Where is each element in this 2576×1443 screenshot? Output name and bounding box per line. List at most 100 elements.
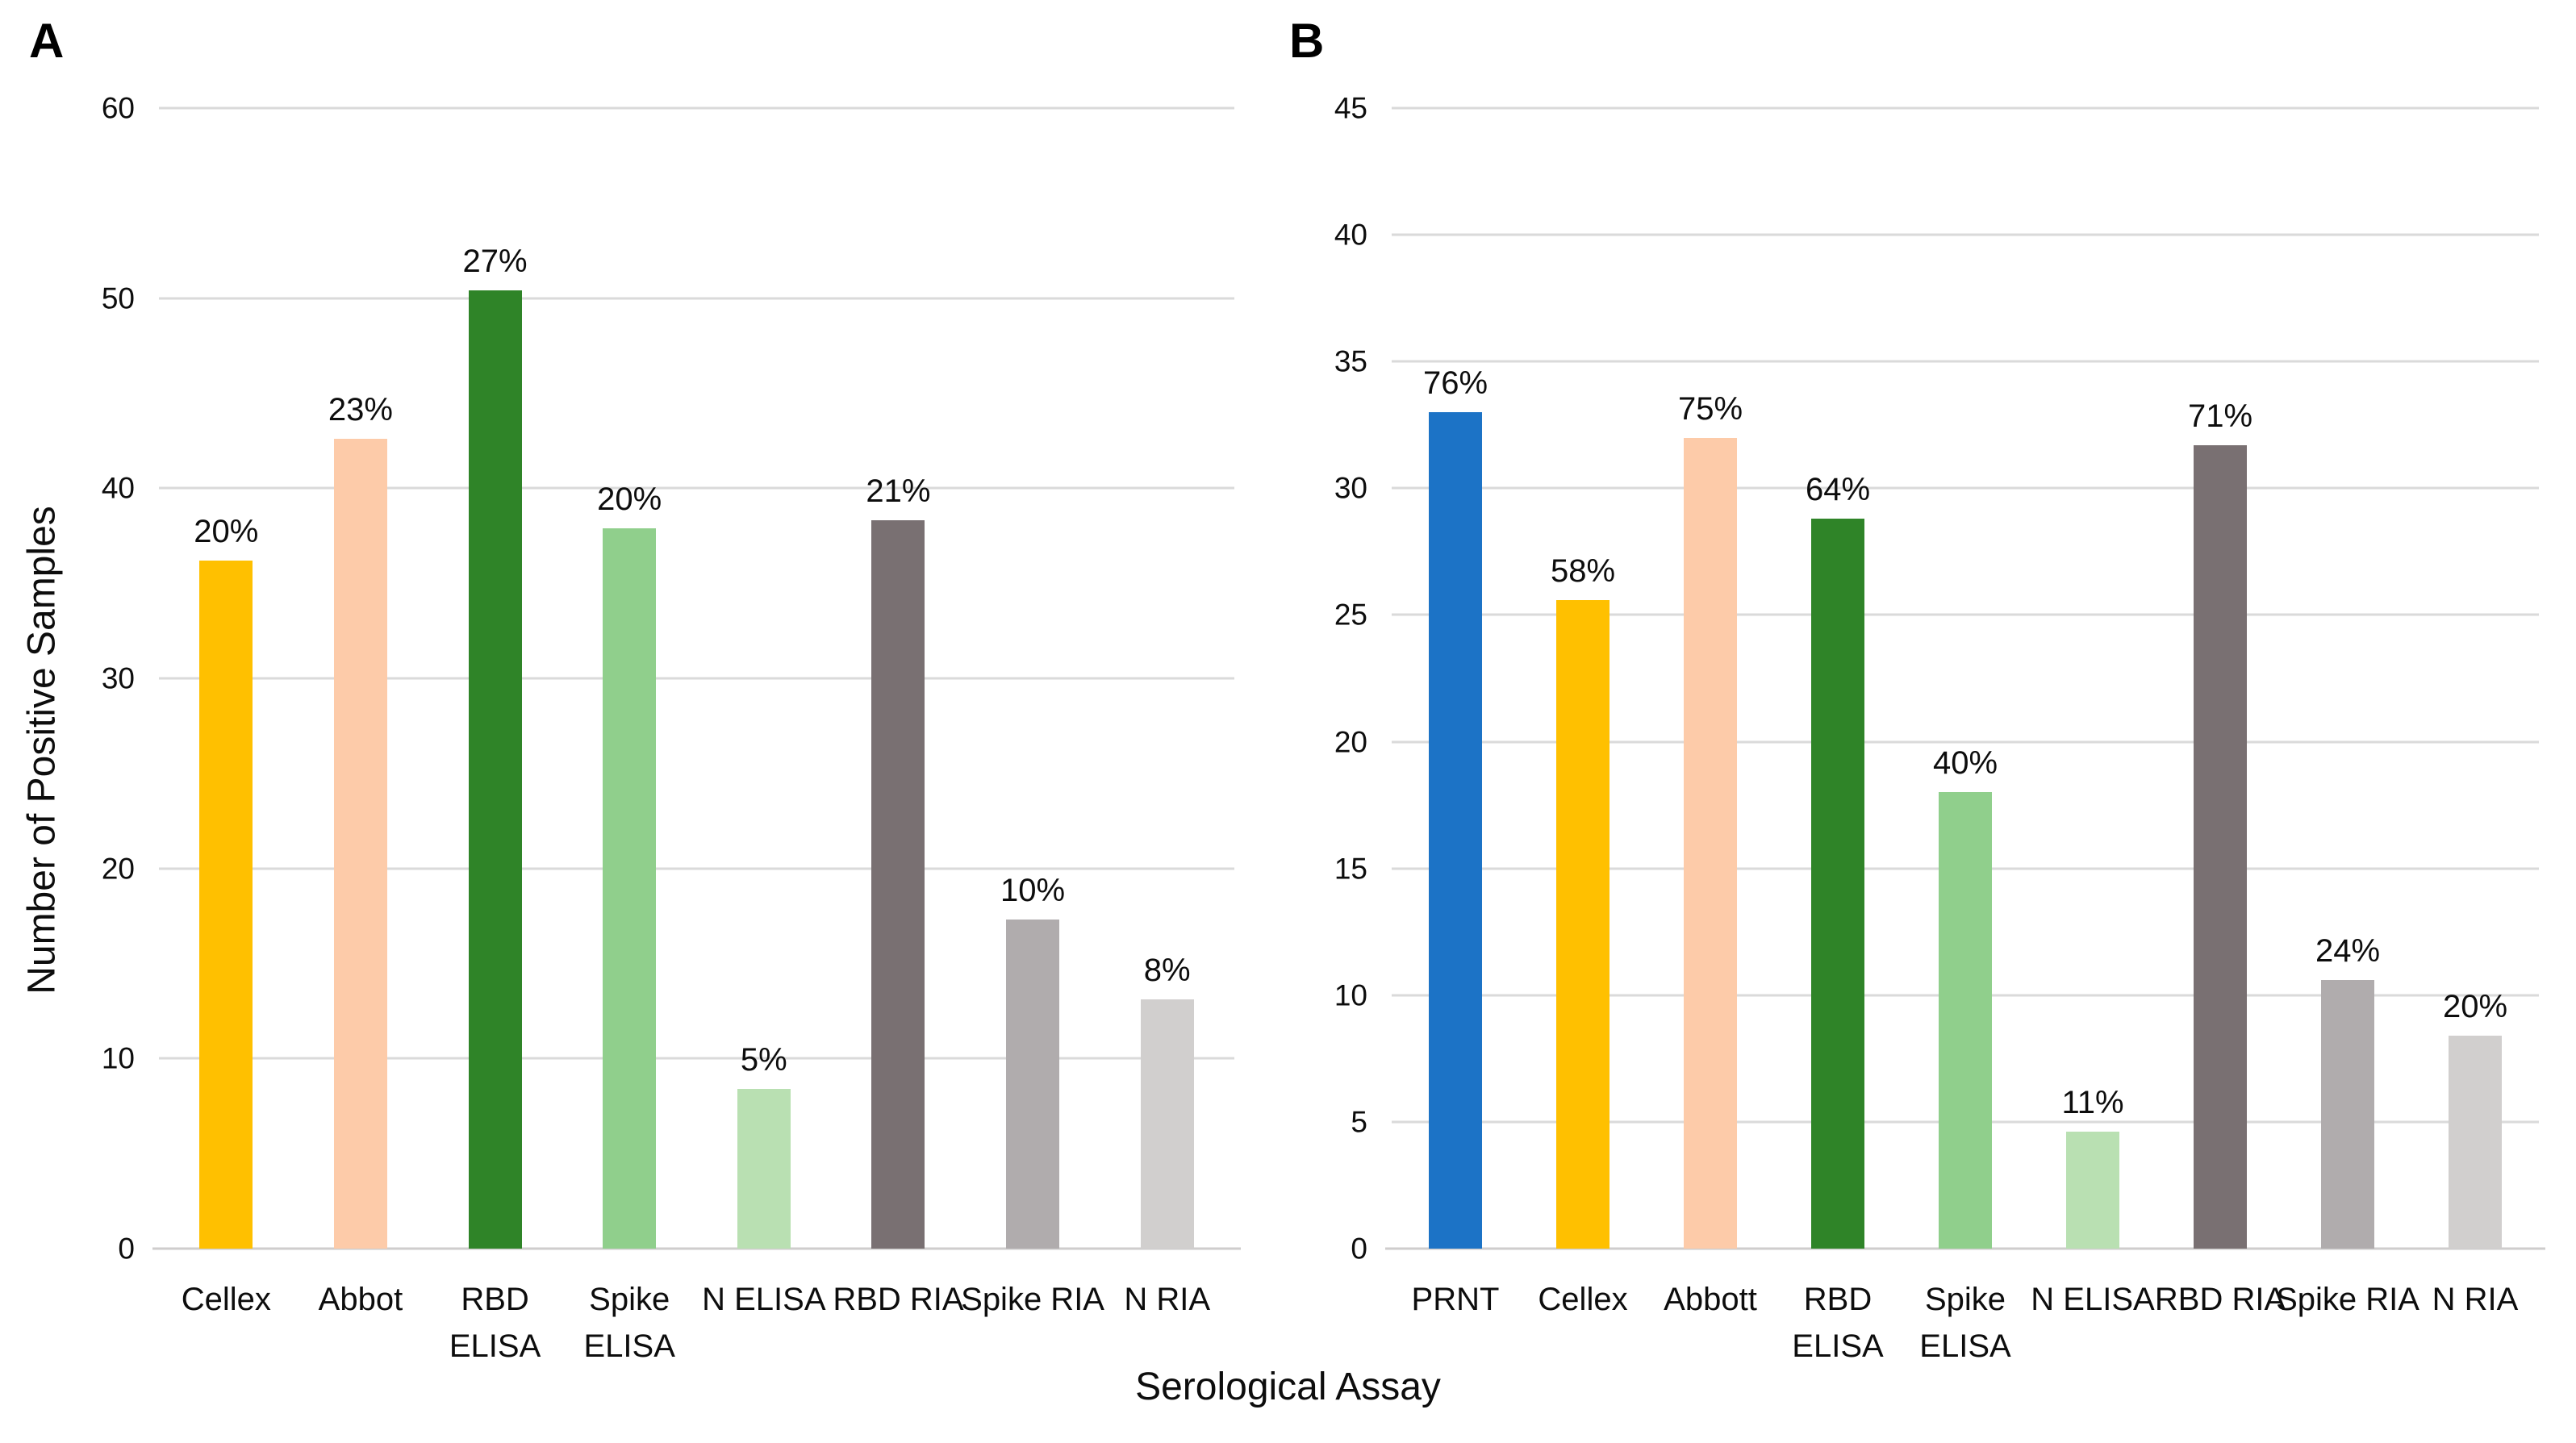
- bar-group: 5% N ELISA: [697, 108, 832, 1317]
- bars-layer: 76% PRNT 58% Cellex 75% Abbott 64% RBD ELISA 40%…: [1392, 108, 2539, 1364]
- category-label: RBD RIA: [833, 1282, 964, 1317]
- bar-value-label: 5%: [740, 1042, 787, 1078]
- bar-value-label: 8%: [1143, 953, 1191, 989]
- y-tick-label: 15: [1334, 852, 1367, 886]
- y-tick-label: 40: [101, 471, 135, 505]
- gridline: [1392, 740, 2539, 744]
- bar: [1006, 920, 1060, 1249]
- bar-value-label: 11%: [2061, 1085, 2124, 1121]
- y-axis-title: Number of Positive Samples: [20, 506, 64, 995]
- bar: [871, 520, 925, 1249]
- bar-value-label: 24%: [2315, 932, 2381, 969]
- bars-layer: 20% Cellex 23% Abbot 27% RBD ELISA 20% Spike EL…: [159, 108, 1234, 1364]
- bar: [2066, 1132, 2119, 1249]
- y-tick-label: 0: [1351, 1232, 1367, 1266]
- category-label: RBD ELISA: [449, 1282, 541, 1364]
- panel-letter-b: B: [1289, 14, 1325, 68]
- y-tick-label: 20: [1334, 725, 1367, 759]
- y-tick-label: 0: [118, 1232, 135, 1266]
- bar-value-label: 71%: [2187, 398, 2253, 434]
- bar: [199, 560, 253, 1249]
- bar-group: 64% RBD ELISA: [1774, 108, 1902, 1364]
- bar: [1429, 412, 1482, 1249]
- category-label: PRNT: [1411, 1282, 1500, 1317]
- bar-value-label: 21%: [866, 473, 931, 510]
- bar-group: 23% Abbot: [294, 108, 428, 1317]
- x-axis-line: [152, 1247, 1241, 1250]
- bar-group: 40% Spike ELISA: [1902, 108, 2029, 1364]
- y-tick-label: 60: [101, 91, 135, 125]
- bar-value-label: 20%: [2442, 989, 2508, 1025]
- bar-group: 8% N RIA: [1100, 108, 1234, 1317]
- y-tick-label: 5: [1351, 1105, 1367, 1139]
- category-label: Cellex: [181, 1282, 271, 1317]
- y-tick-label: 50: [101, 282, 135, 315]
- category-label: Cellex: [1538, 1282, 1628, 1317]
- gridline: [159, 106, 1234, 110]
- bar-value-label: 40%: [1932, 745, 1998, 782]
- category-label: N ELISA: [2031, 1282, 2155, 1317]
- category-label: Spike ELISA: [583, 1282, 675, 1364]
- y-tick-label: 10: [101, 1041, 135, 1075]
- category-label: Abbot: [318, 1282, 403, 1317]
- gridline: [159, 677, 1234, 680]
- bar-value-label: 58%: [1550, 553, 1616, 589]
- bar-group: 11% N ELISA: [2029, 108, 2156, 1317]
- plot-area-panel-b: 0 5 10 15 20 25 30 35 40 45 76% PRNT 58% Cellex 75% Abb…: [1334, 94, 2545, 1364]
- panel-letter-a: A: [29, 14, 65, 68]
- category-label: Spike RIA: [2276, 1282, 2419, 1317]
- bar: [2321, 979, 2374, 1249]
- gridline: [159, 297, 1234, 300]
- bar-group: 75% Abbott: [1647, 108, 1774, 1318]
- bar-value-label: 20%: [597, 481, 662, 517]
- category-label: Spike RIA: [961, 1282, 1104, 1317]
- bar-group: 27% RBD ELISA: [428, 108, 562, 1364]
- bar-group: 58% Cellex: [1519, 108, 1647, 1317]
- gridline: [1392, 233, 2539, 236]
- y-tick-label: 20: [101, 852, 135, 886]
- bar: [1939, 792, 1992, 1249]
- bar-value-label: 10%: [1000, 873, 1066, 909]
- bar: [1140, 999, 1194, 1249]
- x-axis-line: [1385, 1247, 2545, 1250]
- bar: [1811, 519, 1864, 1249]
- bar-value-label: 76%: [1422, 365, 1488, 402]
- y-tick-label: 25: [1334, 598, 1367, 632]
- category-label: N RIA: [2432, 1282, 2519, 1317]
- y-tick-label: 35: [1334, 344, 1367, 378]
- bar: [603, 528, 657, 1249]
- bar-group: 20% Spike ELISA: [562, 108, 697, 1364]
- y-tick-label: 10: [1334, 978, 1367, 1012]
- bar-group: 71% RBD RIA: [2155, 108, 2286, 1317]
- gridline: [1392, 360, 2539, 363]
- y-tick-label: 30: [1334, 471, 1367, 505]
- y-tick-label: 30: [101, 661, 135, 695]
- bar: [333, 439, 387, 1249]
- bar-group: 10% Spike RIA: [961, 108, 1104, 1317]
- y-tick-label: 40: [1334, 218, 1367, 252]
- bar: [1684, 437, 1737, 1249]
- category-label: RBD RIA: [2154, 1282, 2286, 1317]
- bar-value-label: 27%: [462, 244, 528, 280]
- gridline: [159, 486, 1234, 490]
- category-label: N ELISA: [702, 1282, 826, 1317]
- category-label: N RIA: [1124, 1282, 1211, 1317]
- bar: [737, 1089, 791, 1249]
- bar: [468, 290, 522, 1249]
- bar-group: 24% Spike RIA: [2276, 108, 2419, 1317]
- bar-value-label: 23%: [328, 392, 393, 428]
- bar: [2449, 1036, 2502, 1249]
- x-axis-title: Serological Assay: [1135, 1366, 1441, 1408]
- gridline: [1392, 613, 2539, 616]
- bar-value-label: 75%: [1677, 390, 1743, 427]
- bar-group: 76% PRNT: [1392, 108, 1519, 1317]
- bar-group: 20% Cellex: [159, 108, 294, 1317]
- bar: [2194, 444, 2247, 1249]
- bar: [1556, 599, 1609, 1249]
- category-label: RBD ELISA: [1792, 1282, 1884, 1364]
- bar-value-label: 20%: [194, 513, 259, 549]
- gridline: [1392, 486, 2539, 490]
- y-tick-label: 45: [1334, 91, 1367, 125]
- bar-group: 21% RBD RIA: [831, 108, 966, 1317]
